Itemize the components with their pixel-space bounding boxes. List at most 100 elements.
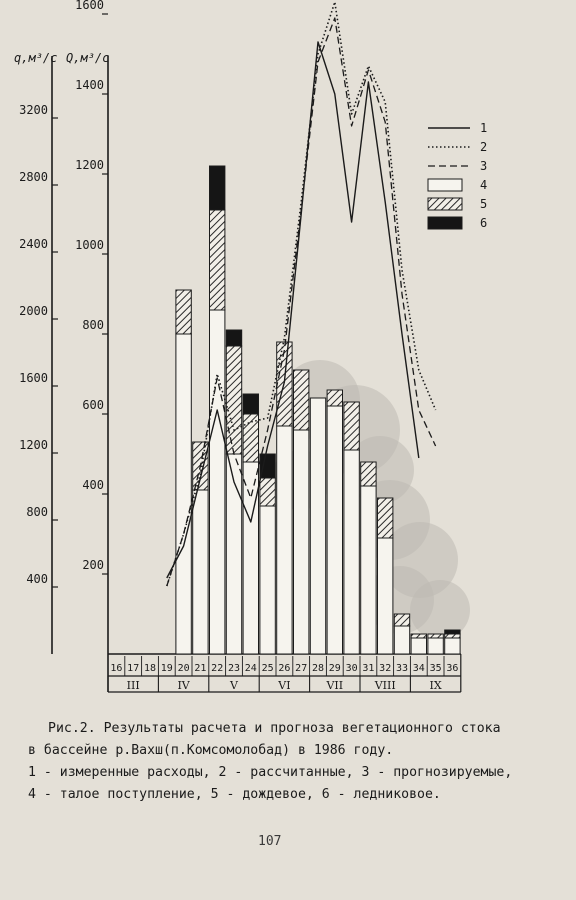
rain-bar: [326, 389, 344, 407]
left-axis-title: q,м³/с: [14, 51, 57, 65]
left-tick-label: 2400: [19, 237, 48, 251]
rain-bar: [225, 345, 243, 455]
calculated-line: [166, 1, 437, 587]
caption-line-1: Рис.2. Результаты расчета и прогноза вег…: [48, 721, 501, 736]
left-tick-label: 3200: [19, 103, 48, 117]
decade-label: 24: [245, 663, 257, 674]
page-number: 107: [258, 834, 282, 849]
month-label: IV: [177, 679, 190, 692]
snowmelt-bar: [427, 637, 444, 655]
legend-label: 3: [480, 159, 487, 173]
left-tick-label: 1200: [19, 438, 48, 452]
decade-label: 36: [446, 663, 458, 674]
caption-line-4: 4 - талое поступление, 5 - дождевое, 6 -…: [28, 787, 441, 802]
decade-label: 33: [396, 663, 408, 674]
legend-label: 5: [480, 197, 487, 211]
snowmelt-bar: [259, 505, 276, 655]
right-tick-label: 1600: [75, 0, 104, 12]
rain-bar: [444, 633, 461, 639]
figure-caption: Рис.2. Результаты расчета и прогноза вег…: [28, 718, 558, 806]
rain-bar: [209, 209, 226, 311]
legend-label: 6: [480, 216, 487, 230]
rain-bar: [427, 633, 444, 639]
glacier-bar: [259, 453, 276, 479]
snowmelt-bar: [377, 537, 394, 655]
decade-label: 26: [278, 663, 290, 674]
snowmelt-bar: [225, 453, 243, 655]
month-label: V: [229, 679, 239, 692]
decade-label: 28: [312, 663, 324, 674]
snowmelt-bar: [192, 489, 209, 655]
left-tick-label: 400: [26, 572, 48, 586]
caption-line-3: 1 - измеренные расходы, 2 - рассчитанные…: [28, 765, 513, 780]
rain-bar: [360, 461, 377, 487]
glacier-bar: [225, 329, 243, 347]
decade-label: 32: [379, 663, 391, 674]
measured-line: [166, 41, 420, 579]
glacier-bar: [242, 393, 260, 415]
left-tick-label: 800: [26, 505, 48, 519]
decade-label: 18: [144, 663, 156, 674]
glacier-bar: [444, 629, 461, 635]
rain-bar: [259, 477, 276, 507]
decade-label: 27: [295, 663, 307, 674]
right-tick-label: 1200: [75, 158, 104, 172]
snowmelt-bar: [309, 397, 327, 655]
left-tick-label: 2000: [19, 304, 48, 318]
snowmelt-bar: [276, 425, 293, 655]
decade-label: 21: [194, 663, 206, 674]
right-tick-label: 800: [82, 318, 104, 332]
forecast-line: [166, 17, 437, 587]
decade-label: 35: [430, 663, 442, 674]
month-label: VI: [277, 679, 290, 692]
smudge-blob: [410, 580, 470, 640]
rain-bar: [410, 633, 428, 639]
right-tick-label: 1400: [75, 78, 104, 92]
snowmelt-bar: [393, 625, 411, 655]
decade-label: 31: [362, 663, 374, 674]
decade-label: 34: [413, 663, 425, 674]
rain-bar: [293, 369, 310, 431]
decade-label: 19: [161, 663, 173, 674]
legend-hollow-swatch: [427, 178, 463, 192]
legend-label: 2: [480, 140, 487, 154]
month-label: VIII: [374, 679, 396, 692]
right-tick-label: 1000: [75, 238, 104, 252]
right-tick-label: 600: [82, 398, 104, 412]
rain-bar: [175, 289, 192, 335]
decade-label: 20: [178, 663, 190, 674]
snowmelt-bar: [410, 637, 428, 655]
left-tick-label: 1600: [19, 371, 48, 385]
snowmelt-bar: [360, 485, 377, 655]
left-tick-label: 2800: [19, 170, 48, 184]
snowmelt-bar: [343, 449, 360, 655]
legend-black-swatch: [427, 216, 463, 230]
month-label: IX: [430, 679, 442, 692]
rain-bar: [377, 497, 394, 539]
decade-label: 23: [228, 663, 240, 674]
snowmelt-bar: [242, 461, 260, 655]
decade-label: 16: [110, 663, 122, 674]
month-label: VII: [325, 679, 343, 692]
legend-label: 4: [480, 178, 487, 192]
caption-line-2: в бассейне р.Вахш(п.Комсомолобад) в 1986…: [28, 743, 394, 758]
snowmelt-bar: [326, 405, 344, 655]
snowmelt-bar: [293, 429, 310, 655]
rain-bar: [393, 613, 411, 627]
decade-label: 25: [262, 663, 274, 674]
decade-label: 29: [329, 663, 341, 674]
decade-label: 17: [127, 663, 139, 674]
decade-label: 22: [211, 663, 223, 674]
snowmelt-bar: [444, 637, 461, 655]
right-axis-title: Q,м³/с: [66, 51, 109, 65]
month-label: III: [127, 679, 140, 692]
right-tick-label: 400: [82, 478, 104, 492]
snowmelt-bar: [209, 309, 226, 655]
right-tick-label: 200: [82, 558, 104, 572]
legend-label: 1: [480, 121, 487, 135]
glacier-bar: [209, 165, 226, 211]
rain-bar: [343, 401, 360, 451]
legend-hatched-swatch: [427, 197, 463, 211]
